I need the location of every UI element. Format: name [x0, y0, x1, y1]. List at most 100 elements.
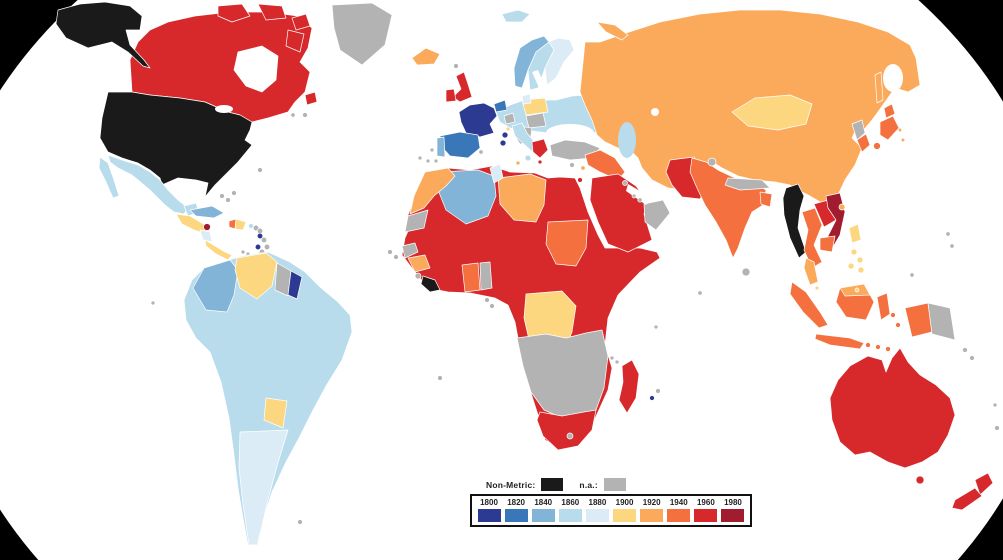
island-dot-canary-1: [417, 155, 423, 161]
island-dot-marianas-1: [945, 231, 951, 237]
region-sierra-leone: [414, 272, 422, 280]
island-dot: [890, 312, 896, 318]
island-dot: [895, 322, 901, 328]
island-markers-europe-gray: [417, 63, 484, 164]
baltic-sea: [532, 70, 546, 105]
island-dot: [225, 197, 231, 203]
legend-year-label: 1940: [669, 498, 688, 507]
island-dot-sao-tome-2: [489, 303, 495, 309]
na-label: n.a.:: [579, 479, 598, 490]
region-japan-hokkaido: [883, 103, 896, 119]
hudson-bay: [233, 45, 279, 93]
region-finland: [544, 37, 575, 86]
legend-year-label: 1920: [642, 498, 661, 507]
region-united-kingdom: [452, 71, 473, 103]
island-dot: [219, 193, 225, 199]
region-malay-peninsula: [803, 257, 819, 286]
region-cambodia: [819, 235, 836, 253]
region-senegal: [401, 242, 419, 259]
region-sardinia: [499, 139, 507, 147]
region-crete: [537, 159, 543, 165]
region-baja-california: [98, 156, 120, 199]
legend-year-label: 1900: [615, 498, 634, 507]
island-dot: [850, 248, 858, 256]
island-dot: [263, 243, 271, 251]
island-dot-taiwan: [838, 203, 846, 211]
region-philippines: [848, 223, 862, 244]
island-dot-lebanon: [580, 165, 586, 171]
region-sulawesi: [876, 292, 891, 321]
legend-year-label: 1820: [507, 498, 525, 507]
region-ghana: [461, 262, 481, 293]
island-markers-africa-gray: [387, 249, 661, 394]
island-dot: [900, 137, 906, 143]
island-dot: [875, 344, 881, 350]
region-south-korea: [856, 133, 871, 153]
region-new-zealand-south: [951, 487, 983, 511]
caspian-sea: [618, 122, 636, 158]
region-novaya-zemlya: [596, 21, 629, 41]
region-netherlands-belgium: [493, 99, 508, 113]
region-israel: [577, 177, 583, 183]
island-dot: [897, 127, 903, 133]
region-usa: [99, 91, 253, 198]
island-dot-solomon-1: [962, 347, 968, 353]
legend-swatch-1940: [667, 509, 691, 522]
island-dot-faroe: [453, 63, 459, 69]
region-western-sahara: [404, 209, 429, 233]
island-dot-marianas-2: [949, 243, 955, 249]
region-kashmir: [707, 157, 717, 167]
island-dot-seychelles: [653, 324, 659, 330]
region-greenland: [331, 2, 393, 66]
legend-cell-1900: 1900: [612, 498, 638, 522]
region-french-guiana: [287, 270, 303, 300]
legend-cell-1880: 1880: [584, 498, 610, 522]
region-costa-rica-panama: [204, 239, 233, 261]
region-corsica: [501, 131, 509, 139]
region-paraguay: [263, 397, 288, 429]
great-lakes: [215, 105, 233, 113]
region-mongolia: [731, 94, 813, 131]
region-lesotho: [566, 432, 574, 440]
region-guinea: [407, 254, 431, 273]
region-denmark: [521, 93, 532, 105]
legend-top-row: Non-Metric: n.a.:: [486, 477, 760, 492]
region-thailand: [801, 207, 823, 269]
region-tunisia: [489, 163, 504, 184]
island-dot-palau: [909, 272, 915, 278]
legend-cell-1840: 1840: [530, 498, 556, 522]
region-algeria: [437, 169, 497, 225]
legend-swatch-1820: [504, 509, 528, 522]
island-dot-malta: [515, 160, 521, 166]
island-dot: [240, 249, 246, 255]
legend-swatch-1920: [640, 509, 664, 522]
non-metric-swatch: [541, 478, 564, 491]
region-dominican-republic: [234, 218, 247, 231]
non-metric-label: Non-Metric:: [486, 479, 536, 490]
region-sakhalin: [874, 71, 884, 104]
region-tasmania: [915, 475, 925, 485]
island-markers-gulf-gray: [622, 180, 643, 203]
island-dot-mauritius: [655, 388, 661, 394]
region-baffin-island: [285, 29, 305, 53]
island-dot-guadeloupe: [256, 232, 264, 240]
island-dot: [885, 346, 891, 352]
legend-cell-1820: 1820: [503, 498, 529, 522]
island-dot-singapore: [814, 285, 820, 291]
region-puerto-rico: [248, 223, 254, 229]
region-portugal: [436, 136, 446, 158]
island-dot-reunion: [649, 395, 655, 401]
region-japan-honshu: [879, 115, 900, 141]
island-dot-bermuda: [302, 112, 308, 118]
legend-swatch-1860: [558, 509, 582, 522]
sea-of-okhotsk: [883, 64, 903, 92]
island-dot-new-caledonia: [994, 425, 1000, 431]
legend-swatch-1960: [694, 509, 718, 522]
legend-swatch-1840: [531, 509, 555, 522]
region-alaska: [55, 1, 151, 69]
island-dot-comoros-1: [609, 355, 615, 361]
persian-gulf: [626, 184, 652, 205]
region-libya: [497, 173, 547, 223]
legend-color-scale: 1800 1820 1840 1860 1880 1900 1920 1940: [470, 494, 752, 527]
